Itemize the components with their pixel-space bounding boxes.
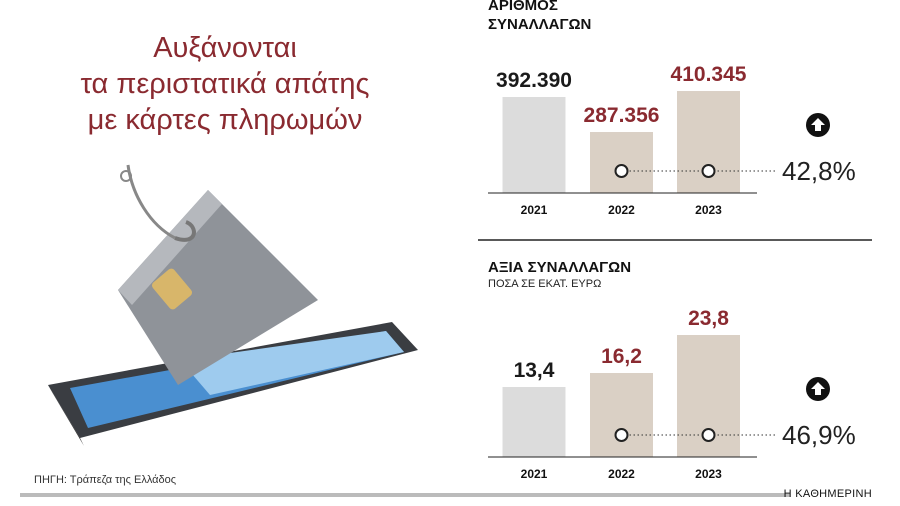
up-arrow <box>811 382 825 395</box>
bar <box>502 97 566 193</box>
headline-line: με κάρτες πληρωμών <box>87 104 363 136</box>
x-tick-label: 2021 <box>521 203 548 217</box>
x-tick-label: 2021 <box>521 467 548 481</box>
headline-line: τα περιστατικά απάτης <box>80 68 370 100</box>
marker-dot <box>614 164 629 178</box>
marker-dot <box>701 164 716 178</box>
value-label: 410.345 <box>671 63 747 86</box>
marker-dot <box>614 428 629 442</box>
x-tick-label: 2023 <box>695 203 722 217</box>
value-label: 13,4 <box>514 359 555 382</box>
headline-line: Αυξάνονται <box>153 32 297 64</box>
bar <box>502 387 566 457</box>
bar <box>590 373 653 457</box>
value-label: 16,2 <box>601 345 642 368</box>
chart-title: ΑΡΙΘΜΟΣ ΣΥΝΑΛΛΑΓΩΝ <box>488 0 592 33</box>
headline: Αυξάνονται τα περιστατικά απάτης με κάρτ… <box>60 30 390 138</box>
up-arrow <box>811 118 825 131</box>
publisher: Η ΚΑΘΗΜΕΡΙΝΗ <box>783 488 872 500</box>
illustration <box>48 164 418 446</box>
marker-dot <box>701 428 716 442</box>
value-label: 23,8 <box>688 307 729 330</box>
chart-title: ΑΞΙΑ ΣΥΝΑΛΛΑΓΩΝ <box>488 259 632 276</box>
change-label: 46,9% <box>782 420 856 450</box>
bar <box>590 132 653 193</box>
source: ΠΗΓΗ: Τράπεζα της Ελλάδος <box>34 474 177 486</box>
x-tick-label: 2023 <box>695 467 722 481</box>
chart-subtitle: ΠΟΣΑ ΣΕ ΕΚΑΤ. ΕΥΡΩ <box>488 278 602 290</box>
x-tick-label: 2022 <box>608 203 635 217</box>
change-label: 42,8% <box>782 156 856 186</box>
value-label: 287.356 <box>584 104 660 127</box>
x-tick-label: 2022 <box>608 467 635 481</box>
value-label: 392.390 <box>496 69 572 92</box>
